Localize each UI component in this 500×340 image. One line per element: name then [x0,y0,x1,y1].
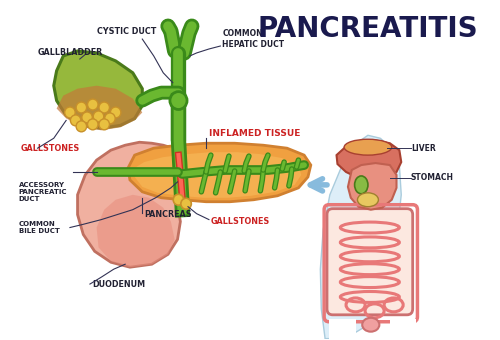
Circle shape [70,115,81,126]
Circle shape [94,111,104,122]
Text: PANCREATITIS: PANCREATITIS [258,15,478,43]
Text: GALLSTONES: GALLSTONES [211,217,270,226]
Circle shape [88,99,98,110]
Polygon shape [336,140,402,180]
Ellipse shape [344,139,392,155]
Polygon shape [134,152,302,198]
FancyBboxPatch shape [390,319,416,339]
Text: GALLSTONES: GALLSTONES [20,144,80,153]
Circle shape [99,119,110,130]
Ellipse shape [358,193,378,207]
Polygon shape [348,163,397,210]
Circle shape [110,107,121,118]
Circle shape [104,113,115,124]
Polygon shape [320,135,402,339]
Circle shape [82,112,92,123]
Circle shape [99,102,110,113]
Text: DUODENUM: DUODENUM [92,279,145,289]
Polygon shape [54,51,142,128]
Text: INFLAMED TISSUE: INFLAMED TISSUE [209,129,300,138]
Circle shape [76,121,86,132]
Text: STOMACH: STOMACH [411,173,454,183]
Text: COMMON
HEPATIC DUCT: COMMON HEPATIC DUCT [222,29,284,49]
Polygon shape [128,143,311,202]
Text: COMMON
BILE DUCT: COMMON BILE DUCT [18,221,59,234]
Polygon shape [78,142,180,267]
Circle shape [88,119,98,130]
FancyBboxPatch shape [329,319,355,339]
Text: LIVER: LIVER [411,144,436,153]
Text: PANCREAS: PANCREAS [144,210,192,219]
Circle shape [64,107,75,118]
Polygon shape [96,195,174,267]
Text: ACCESSORY
PANCREATIC
DUCT: ACCESSORY PANCREATIC DUCT [18,182,67,202]
Ellipse shape [362,318,380,332]
Circle shape [170,92,187,109]
Ellipse shape [354,176,368,194]
Text: GALLBLADDER: GALLBLADDER [38,49,103,57]
Circle shape [173,194,184,205]
Text: CYSTIC DUCT: CYSTIC DUCT [98,27,156,36]
FancyBboxPatch shape [327,209,412,315]
Polygon shape [56,86,142,130]
Circle shape [76,102,86,113]
Circle shape [181,198,192,209]
